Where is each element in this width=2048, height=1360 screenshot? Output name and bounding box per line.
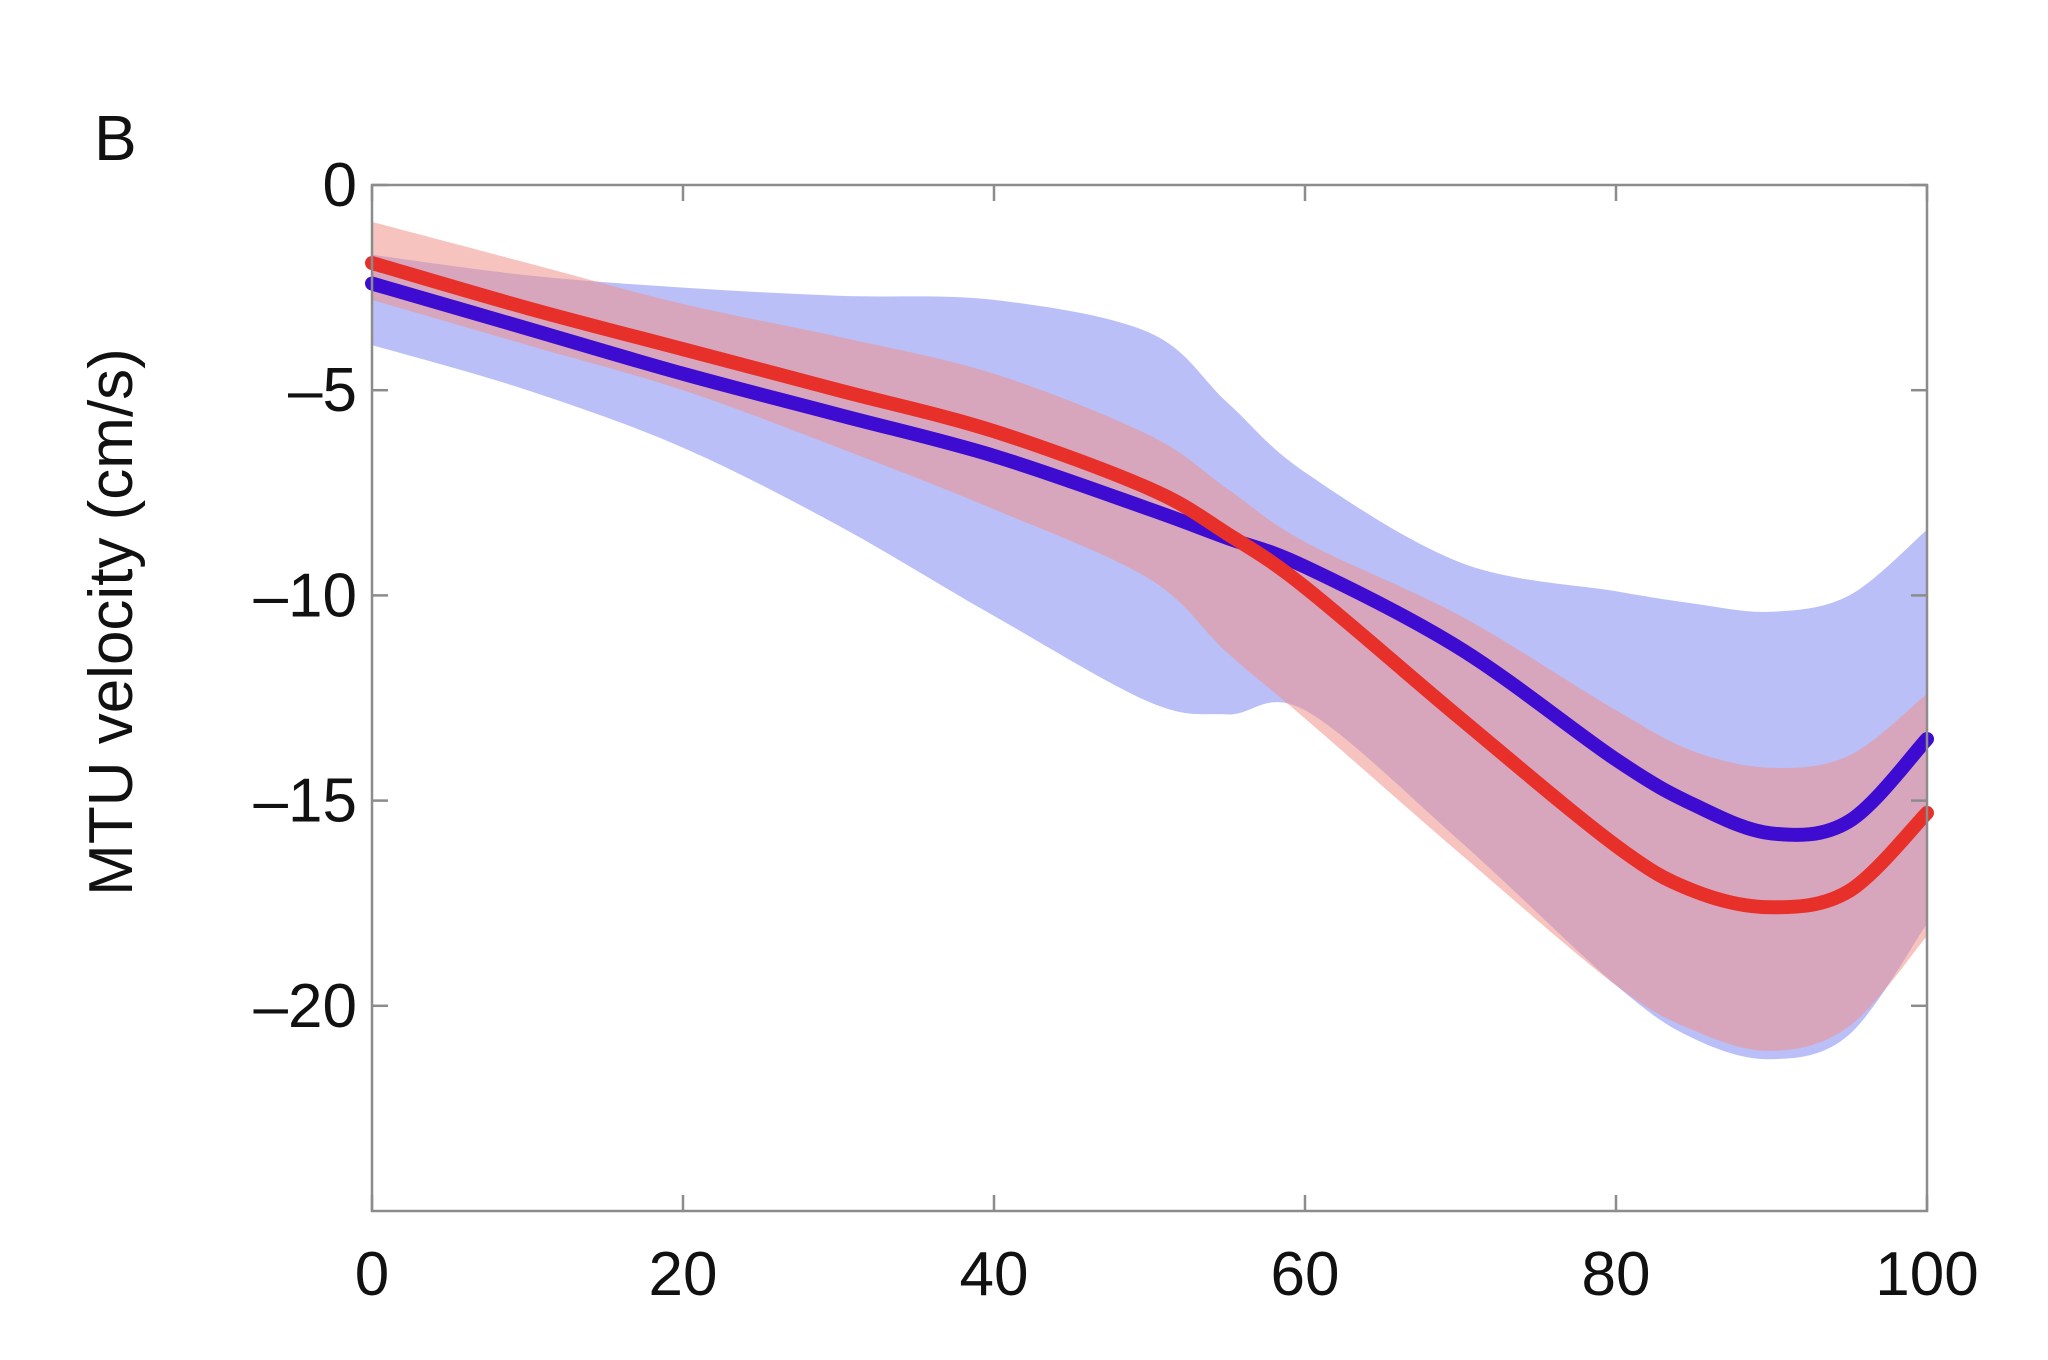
- x-tick-label: 100: [1875, 1240, 1978, 1309]
- x-tick-label: 60: [1271, 1240, 1340, 1309]
- x-tick-label: 20: [649, 1240, 718, 1309]
- axis-ticks: [370, 183, 1929, 1211]
- y-tick-labels: 0 –5 –10 –15 –20: [254, 151, 357, 1041]
- x-tick-label: 80: [1582, 1240, 1651, 1309]
- y-tick-label: –10: [254, 561, 357, 630]
- y-tick-label: 0: [323, 151, 357, 220]
- series-lines: [365, 256, 1934, 915]
- y-tick-label: –20: [254, 972, 357, 1041]
- x-tick-label: 40: [960, 1240, 1029, 1309]
- series-2-band: [372, 221, 1927, 1051]
- y-axis-label: MTU velocity (cm/s): [77, 348, 146, 896]
- y-tick-label: –15: [254, 767, 357, 836]
- y-tick-label: –5: [288, 356, 357, 425]
- series-2-line: [365, 256, 1934, 915]
- panel-letter: B: [94, 102, 137, 174]
- x-tick-labels: 0 20 40 60 80 100: [355, 1240, 1979, 1309]
- confidence-bands: [372, 221, 1927, 1060]
- x-tick-label: 0: [355, 1240, 389, 1309]
- plot-frame: [370, 183, 1929, 1213]
